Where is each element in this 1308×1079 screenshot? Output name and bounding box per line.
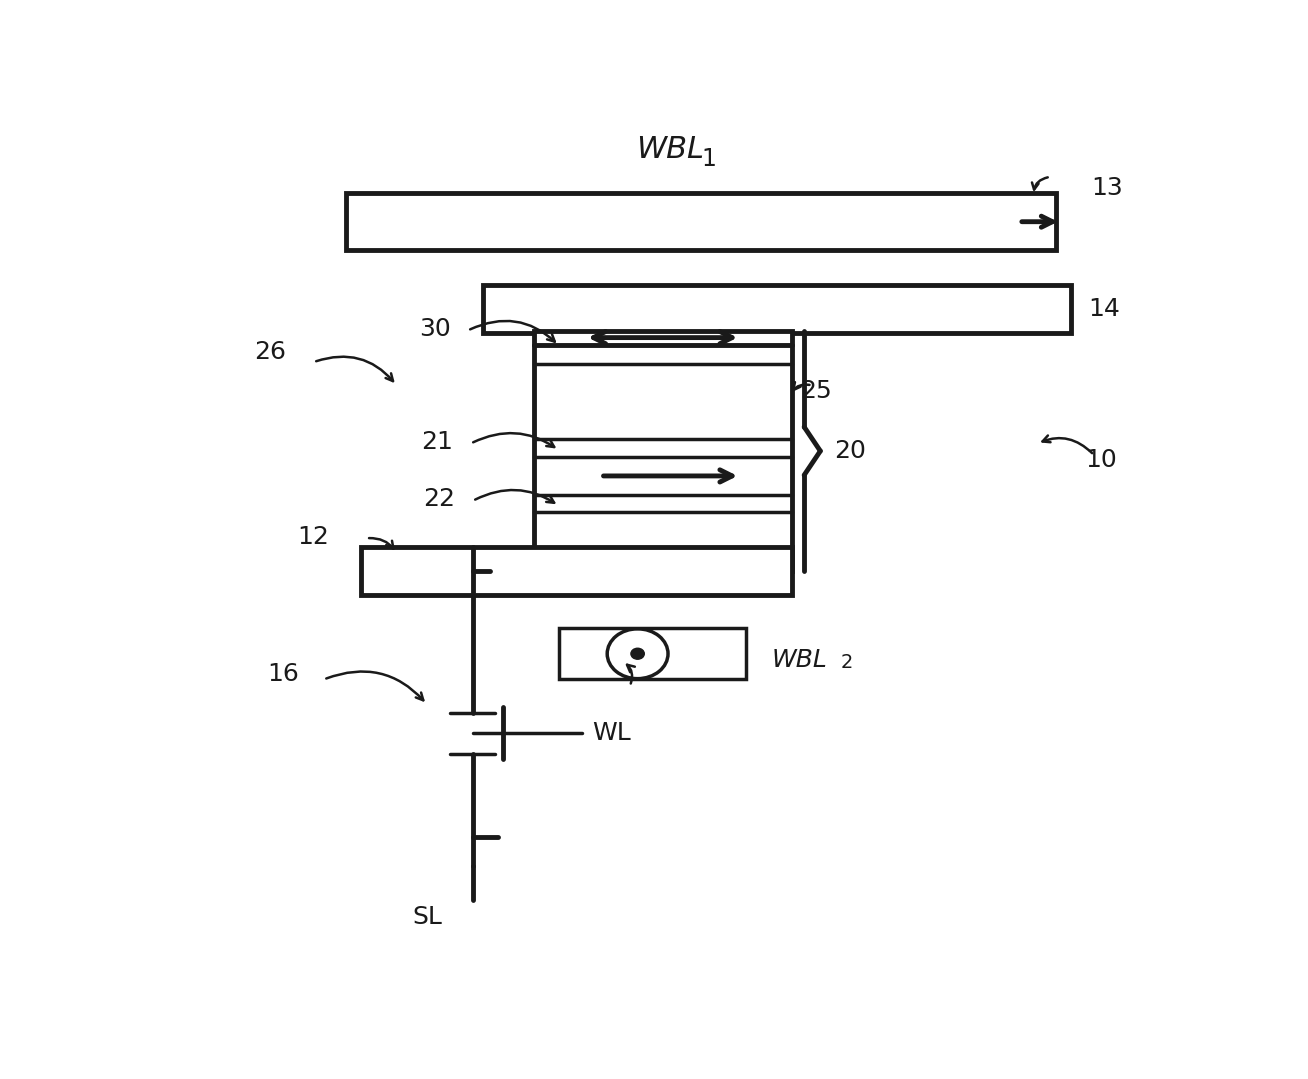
Bar (559, 628, 747, 680)
Text: 21: 21 (421, 429, 453, 454)
Text: WL: WL (593, 722, 630, 746)
Text: WBL: WBL (772, 647, 828, 671)
Circle shape (630, 648, 645, 659)
Text: 25: 25 (800, 379, 832, 404)
Text: 26: 26 (254, 340, 286, 364)
Bar (483, 285, 1071, 333)
Bar (345, 193, 1056, 250)
Text: SL: SL (412, 905, 442, 929)
Text: 20: 20 (835, 439, 866, 463)
Text: 13: 13 (1091, 176, 1122, 200)
Bar (361, 547, 793, 595)
Text: 14: 14 (1088, 297, 1120, 320)
Text: WBL: WBL (637, 135, 704, 164)
Text: 16: 16 (267, 661, 300, 685)
Text: 10: 10 (1086, 448, 1117, 473)
Text: 1: 1 (701, 147, 717, 172)
Bar (534, 330, 793, 572)
Text: 12: 12 (297, 524, 328, 548)
Text: 30: 30 (420, 317, 451, 341)
Text: 22: 22 (424, 488, 455, 511)
Text: 2: 2 (841, 654, 853, 672)
